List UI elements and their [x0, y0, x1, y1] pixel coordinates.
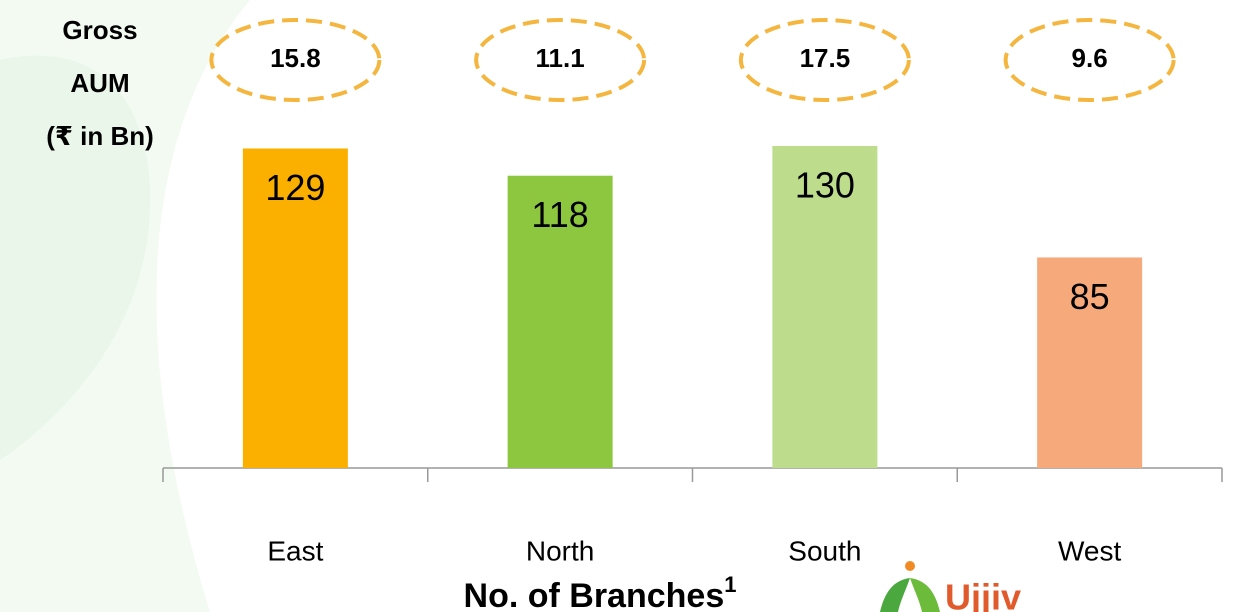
- aum-ellipse: [1003, 18, 1176, 102]
- x-tick-label: West: [1058, 535, 1121, 566]
- x-axis-title-sup: 1: [724, 572, 736, 597]
- aum-value: 15.8: [270, 43, 321, 73]
- aum-ellipse: [209, 18, 382, 102]
- bar: [772, 146, 878, 468]
- aum-value: 9.6: [1072, 43, 1108, 73]
- x-axis-title-text: No. of Branches: [464, 577, 725, 612]
- value-label: 130: [795, 165, 855, 206]
- aum-label: (₹ in Bn): [46, 121, 154, 151]
- value-label: 85: [1070, 276, 1110, 317]
- logo-text: Ujjiv: [945, 577, 1021, 612]
- bar: [507, 175, 613, 468]
- aum-value: 17.5: [800, 43, 851, 73]
- bar: [1037, 257, 1143, 468]
- value-label: 129: [265, 167, 325, 208]
- aum-ellipse: [738, 18, 911, 102]
- aum-ellipse: [474, 18, 647, 102]
- x-tick-label: North: [526, 535, 594, 566]
- x-axis-title: No. of Branches1: [464, 572, 737, 612]
- x-tick-label: South: [788, 535, 861, 566]
- aum-label: Gross: [62, 15, 137, 45]
- x-tick-label: East: [267, 535, 323, 566]
- bar: [242, 148, 348, 468]
- background-shape: [0, 55, 150, 460]
- value-label: 118: [531, 194, 588, 235]
- logo: [880, 561, 940, 612]
- aum-label: AUM: [70, 68, 129, 98]
- aum-value: 11.1: [536, 43, 585, 73]
